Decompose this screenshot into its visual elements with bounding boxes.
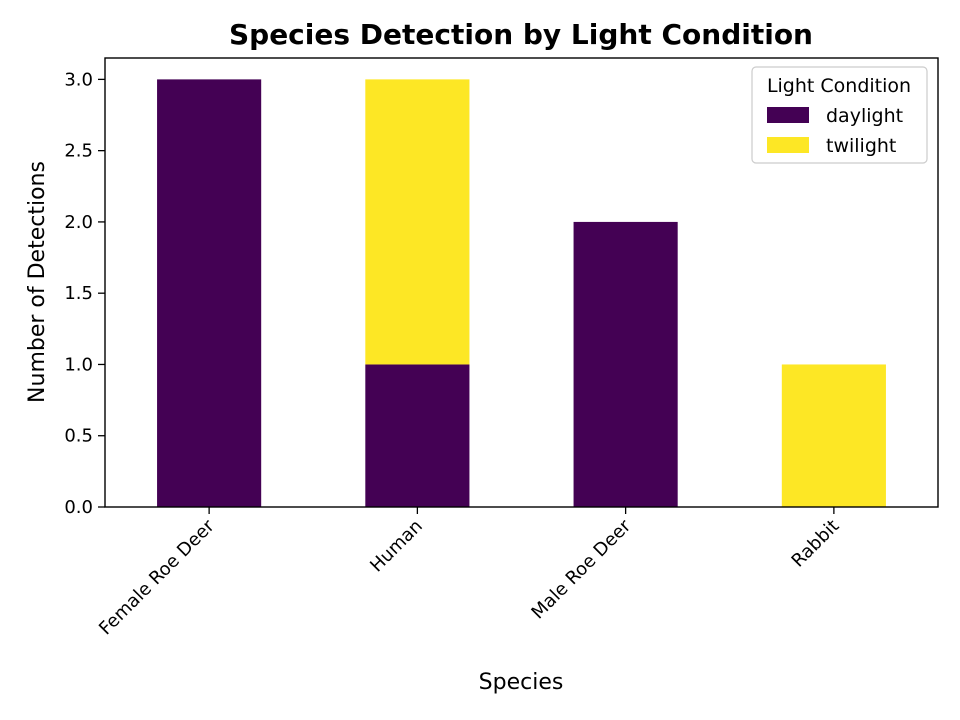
bars-group — [157, 79, 886, 508]
plot-frame — [104, 57, 939, 508]
legend-title: Light Condition — [767, 75, 911, 97]
bar-male-roe-deer-daylight — [573, 221, 678, 508]
bar-human-twilight — [365, 79, 470, 365]
y-tick-label: 0.5 — [64, 426, 93, 447]
x-tick-label-male-roe-deer: Male Roe Deer — [527, 515, 635, 623]
y-axis: 0.0 0.5 1.0 1.5 2.0 2.5 3.0 — [64, 69, 105, 518]
legend-label-twilight: twilight — [826, 135, 896, 157]
x-axis-label: Species — [479, 670, 564, 695]
y-tick-label: 0.0 — [64, 497, 93, 518]
bar-human-daylight — [365, 364, 470, 507]
x-axis: Female Roe Deer Human Male Roe Deer Rabbit — [95, 507, 843, 639]
x-tick-label-rabbit: Rabbit — [788, 516, 844, 572]
legend-swatch-daylight — [767, 107, 809, 123]
x-tick-label-human: Human — [366, 516, 427, 577]
legend-label-daylight: daylight — [826, 105, 903, 127]
y-tick-label: 1.0 — [64, 354, 93, 375]
y-axis-label: Number of Detections — [25, 161, 50, 403]
y-tick-label: 3.0 — [64, 69, 93, 90]
chart-title: Species Detection by Light Condition — [229, 18, 813, 51]
y-tick-label: 1.5 — [64, 283, 93, 304]
legend-swatch-twilight — [767, 137, 809, 153]
y-tick-label: 2.0 — [64, 212, 93, 233]
bar-female-roe-deer-daylight — [157, 79, 262, 507]
y-tick-label: 2.5 — [64, 141, 93, 162]
legend: Light Condition daylight twilight — [751, 66, 928, 164]
bar-rabbit-twilight — [781, 364, 886, 507]
x-tick-label-female-roe-deer: Female Roe Deer — [95, 515, 219, 639]
